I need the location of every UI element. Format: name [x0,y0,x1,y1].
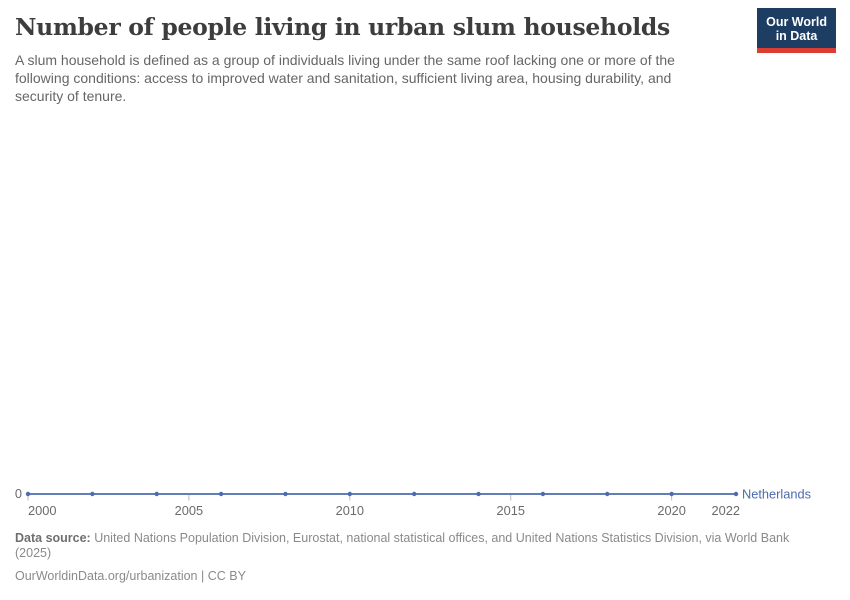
series-label-netherlands[interactable]: Netherlands [742,487,811,502]
data-point [25,491,31,497]
chart-title: Number of people living in urban slum ho… [15,13,670,41]
owid-logo-line1: Our World [766,15,827,29]
data-point [90,491,95,497]
x-axis-tick-label: 2000 [28,503,56,518]
data-source-text: United Nations Population Division, Euro… [15,531,790,560]
data-point [733,491,739,497]
data-point [347,491,353,497]
chart-footer: Data source: United Nations Population D… [15,531,822,583]
data-point [411,491,417,497]
chart-subtitle: A slum household is defined as a group o… [15,52,675,105]
license-link[interactable]: CC BY [207,569,246,583]
x-axis-tick-label: 2015 [496,503,524,518]
attribution: OurWorldinData.org/urbanization | CC BY [15,569,822,583]
data-point [540,491,546,497]
owid-url-link[interactable]: OurWorldinData.org/urbanization [15,569,198,583]
owid-logo[interactable]: Our World in Data [757,8,836,53]
data-point [669,491,674,497]
data-point [154,491,159,497]
line-chart-svg: 2000 2005 2010 2015 2020 2022 0 Netherlands [15,486,811,518]
data-point [605,491,610,497]
x-axis-tick-label: 2010 [336,503,364,518]
owid-logo-line2: in Data [775,29,818,43]
data-point [218,491,224,497]
x-axis-tick-label: 2022 [712,503,740,518]
data-source-label: Data source: [15,531,91,545]
x-axis-tick-label: 2020 [657,503,685,518]
data-point [476,491,481,497]
data-point [283,491,288,497]
chart-header: Number of people living in urban slum ho… [0,0,850,105]
data-source: Data source: United Nations Population D… [15,531,822,560]
x-axis-tick-label: 2005 [175,503,203,518]
attribution-separator: | [197,569,208,583]
y-axis-tick-label: 0 [15,486,22,501]
